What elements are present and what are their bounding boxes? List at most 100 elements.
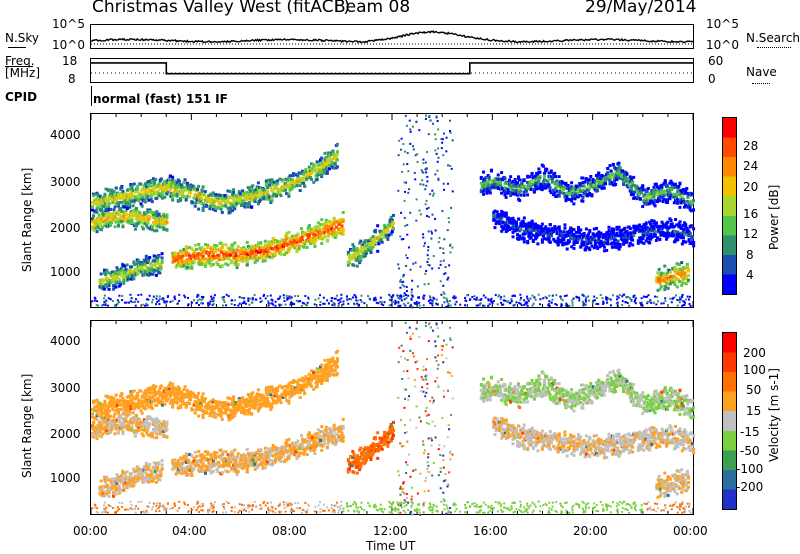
velocity-data-point <box>151 479 155 483</box>
velocity-data-point <box>228 414 232 418</box>
power-data-point <box>213 243 217 247</box>
power-data-point <box>229 205 233 209</box>
power-data-point <box>224 243 228 247</box>
power-data-point <box>290 186 294 190</box>
power-data-point <box>123 194 127 198</box>
power-data-point <box>109 212 113 216</box>
power-data-point <box>122 205 126 209</box>
power-data-point <box>157 194 161 198</box>
power-data-point <box>315 177 319 181</box>
power-data-point <box>102 220 106 224</box>
velocity-data-point <box>99 487 103 491</box>
velocity-data-point <box>363 446 367 450</box>
velocity-data-point <box>120 407 124 411</box>
noise-panel <box>90 24 694 49</box>
power-data-point <box>263 192 267 196</box>
velocity-data-point <box>282 385 286 389</box>
power-data-point <box>355 258 359 262</box>
velocity-data-point <box>192 467 196 471</box>
velocity-data-point <box>194 454 198 458</box>
power-data-point <box>166 190 170 194</box>
velocity-data-point <box>128 410 132 414</box>
velocity-data-point <box>296 381 300 385</box>
power-data-point <box>153 184 157 188</box>
velocity-data-point <box>116 430 120 434</box>
velocity-data-point <box>234 461 238 465</box>
velocity-data-point <box>133 470 137 474</box>
velocity-data-point <box>193 401 197 405</box>
velocity-data-point <box>236 470 240 474</box>
velocity-data-point <box>110 422 114 426</box>
power-data-point <box>198 262 202 266</box>
velocity-data-point <box>247 404 251 408</box>
velocity-data-point <box>246 402 250 406</box>
velocity-data-point <box>370 448 374 452</box>
power-data-point <box>124 205 128 209</box>
power-data-point <box>213 245 217 249</box>
velocity-data-point <box>171 386 175 390</box>
velocity-data-point <box>160 467 164 471</box>
velocity-data-point <box>229 468 233 472</box>
power-data-point <box>287 194 291 198</box>
velocity-data-point <box>104 394 108 398</box>
power-data-point <box>150 210 154 214</box>
velocity-data-point <box>312 443 316 447</box>
velocity-data-point <box>145 476 149 480</box>
power-data-point <box>236 245 240 249</box>
velocity-data-point <box>258 463 262 467</box>
velocity-data-point <box>246 451 250 455</box>
velocity-data-point <box>101 432 105 436</box>
velocity-data-point <box>132 430 136 434</box>
velocity-data-point <box>302 379 306 383</box>
power-data-point <box>157 255 161 259</box>
velocity-data-point <box>176 405 180 409</box>
power-data-point <box>122 277 126 281</box>
power-data-point <box>372 241 376 245</box>
power-data-point <box>103 202 107 206</box>
velocity-data-point <box>139 409 143 413</box>
power-data-point <box>139 197 143 201</box>
power-data-point <box>296 179 300 183</box>
power-data-point <box>122 214 126 218</box>
velocity-data-point <box>325 434 329 438</box>
power-cbar-tick-8: 8 <box>746 248 754 262</box>
power-data-point <box>247 200 251 204</box>
power-data-point <box>153 223 157 227</box>
power-data-point <box>268 255 272 259</box>
power-data-point <box>341 232 345 236</box>
velocity-data-point <box>251 456 255 460</box>
velocity-data-point <box>237 461 241 465</box>
power-data-point <box>335 152 339 156</box>
velocity-data-point <box>389 439 393 443</box>
power-data-point <box>110 221 114 225</box>
power-data-point <box>175 194 179 198</box>
velocity-data-point <box>265 396 269 400</box>
power-data-point <box>376 224 380 228</box>
power-data-point <box>174 183 178 187</box>
power-data-point <box>145 214 149 218</box>
velocity-data-point <box>165 435 169 439</box>
power-data-point <box>211 253 215 257</box>
velocity-data-point <box>323 367 327 371</box>
velocity-data-point <box>309 379 313 383</box>
velocity-data-point <box>308 383 312 387</box>
velocity-data-point <box>160 396 164 400</box>
power-data-point <box>313 166 317 170</box>
power-data-point <box>157 182 161 186</box>
velocity-data-point <box>279 459 283 463</box>
velocity-data-point <box>372 448 376 452</box>
power-data-point <box>373 228 377 232</box>
power-data-point <box>141 187 145 191</box>
power-data-point <box>163 186 167 190</box>
velocity-data-point <box>158 478 162 482</box>
power-data-point <box>167 176 171 180</box>
power-data-point <box>326 158 330 162</box>
power-data-point <box>247 197 251 201</box>
power-data-point <box>302 172 306 176</box>
power-data-point <box>304 240 308 244</box>
velocity-data-point <box>139 404 143 408</box>
velocity-data-point <box>208 414 212 418</box>
power-data-point <box>193 193 197 197</box>
velocity-data-point <box>317 370 321 374</box>
